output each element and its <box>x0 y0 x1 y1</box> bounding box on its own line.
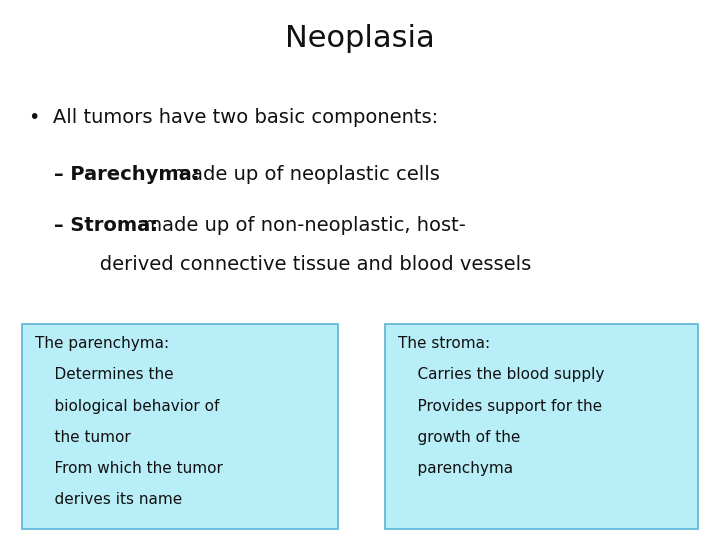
Text: parenchyma: parenchyma <box>398 461 513 476</box>
Text: Carries the blood supply: Carries the blood supply <box>398 367 605 382</box>
FancyBboxPatch shape <box>385 324 698 529</box>
Text: – Parechyma:: – Parechyma: <box>54 165 199 184</box>
Text: Neoplasia: Neoplasia <box>285 24 435 53</box>
Text: – Stroma:: – Stroma: <box>54 216 158 235</box>
Text: derived connective tissue and blood vessels: derived connective tissue and blood vess… <box>81 255 531 274</box>
Text: made up of neoplastic cells: made up of neoplastic cells <box>166 165 439 184</box>
Text: the tumor: the tumor <box>35 430 130 445</box>
FancyBboxPatch shape <box>22 324 338 529</box>
Text: biological behavior of: biological behavior of <box>35 399 219 414</box>
Text: growth of the: growth of the <box>398 430 521 445</box>
Text: •  All tumors have two basic components:: • All tumors have two basic components: <box>29 108 438 127</box>
Text: Provides support for the: Provides support for the <box>398 399 603 414</box>
Text: derives its name: derives its name <box>35 492 182 508</box>
Text: The parenchyma:: The parenchyma: <box>35 336 168 351</box>
Text: The stroma:: The stroma: <box>398 336 490 351</box>
Text: Determines the: Determines the <box>35 367 174 382</box>
Text: made up of non-neoplastic, host-: made up of non-neoplastic, host- <box>137 216 466 235</box>
Text: From which the tumor: From which the tumor <box>35 461 222 476</box>
